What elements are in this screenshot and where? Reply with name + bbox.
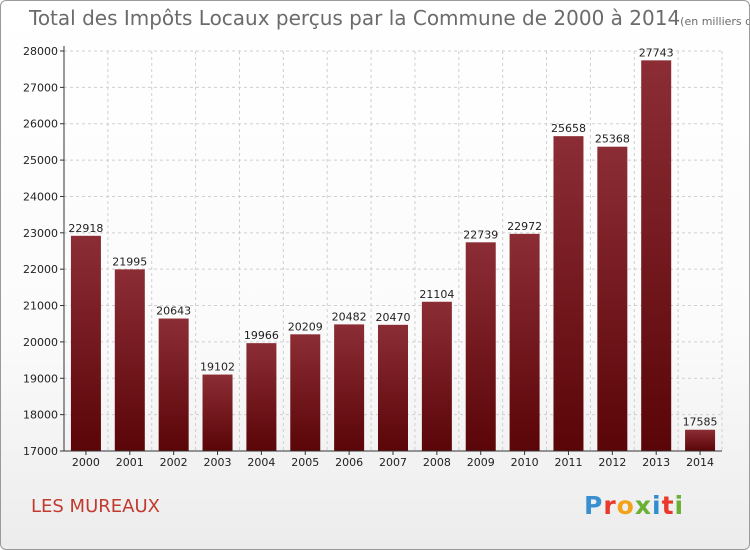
x-tick-label: 2011	[554, 456, 582, 469]
logo-letter: t	[661, 491, 675, 520]
y-tick-label: 28000	[23, 45, 58, 58]
chart-unit: (en milliers d'€)	[680, 15, 749, 28]
x-tick-label: 2009	[467, 456, 495, 469]
x-tick-label: 2003	[204, 456, 232, 469]
axes: 17000 18000 19000 20000 21000 22000 23000 24000…	[23, 45, 722, 469]
logo-letter: o	[616, 491, 635, 520]
bar-value-label: 22918	[68, 222, 103, 235]
bar-value-label: 25658	[551, 122, 586, 135]
bar-value-label: 21104	[419, 288, 454, 301]
y-tick-label: 18000	[23, 409, 58, 422]
y-tick-label: 19000	[23, 372, 58, 385]
x-tick-label: 2012	[598, 456, 626, 469]
bar	[641, 60, 672, 451]
bar	[685, 429, 716, 451]
bar	[202, 374, 233, 451]
x-tick-label: 2004	[247, 456, 275, 469]
bar	[378, 324, 408, 451]
x-tick-label: 2000	[72, 456, 100, 469]
x-tick-label: 2013	[642, 456, 670, 469]
bar-value-label: 27743	[639, 46, 674, 59]
bar-value-label: 20643	[156, 305, 191, 318]
x-tick-label: 2002	[160, 456, 188, 469]
x-tick-label: 2007	[379, 456, 407, 469]
bar	[334, 324, 365, 451]
y-tick-label: 25000	[23, 154, 58, 167]
y-tick-label: 17000	[23, 445, 58, 458]
y-tick-label: 26000	[23, 118, 58, 131]
y-tick-label: 20000	[23, 336, 58, 349]
bar-value-label: 20482	[332, 310, 367, 323]
bar	[465, 242, 496, 451]
bar-value-label: 21995	[112, 255, 147, 268]
bar	[246, 343, 277, 451]
value-labels: 22918 21995 20643 19102 19966 20209 20482 20470…	[68, 46, 717, 428]
y-tick-label: 27000	[23, 81, 58, 94]
x-tick-label: 2005	[291, 456, 319, 469]
bar	[114, 269, 145, 451]
y-tick-label: 24000	[23, 190, 58, 203]
bar	[158, 318, 189, 451]
bar	[70, 235, 101, 451]
y-tick-label: 22000	[23, 263, 58, 276]
bar	[509, 233, 540, 451]
bar-value-label: 20470	[376, 311, 411, 324]
bar-value-label: 20209	[288, 320, 323, 333]
bars	[70, 60, 716, 451]
bar-value-label: 17585	[683, 416, 718, 429]
logo-letter: i	[674, 491, 685, 520]
bar-value-label: 25368	[595, 133, 630, 146]
bar-value-label: 22739	[463, 228, 498, 241]
chart-title-text: Total des Impôts Locaux perçus par la Co…	[29, 6, 681, 30]
chart-title: Total des Impôts Locaux perçus par la Co…	[29, 6, 749, 30]
proxiti-logo[interactable]: Proxiti	[584, 491, 684, 520]
y-tick-label: 21000	[23, 300, 58, 313]
y-tick-label: 23000	[23, 227, 58, 240]
bar	[421, 301, 452, 451]
commune-name: LES MUREAUX	[31, 496, 160, 517]
bar-value-label: 22972	[507, 220, 542, 233]
x-tick-label: 2008	[423, 456, 451, 469]
bar	[597, 146, 628, 451]
logo-letter: x	[634, 491, 652, 520]
logo-letter: P	[584, 491, 604, 520]
x-tick-label: 2014	[686, 456, 714, 469]
bar	[553, 136, 584, 451]
x-tick-label: 2006	[335, 456, 363, 469]
bar-value-label: 19102	[200, 361, 235, 374]
x-tick-label: 2001	[116, 456, 144, 469]
bar	[290, 334, 321, 451]
logo-letter: r	[603, 491, 617, 520]
x-tick-label: 2010	[511, 456, 539, 469]
bar-value-label: 19966	[244, 329, 279, 342]
logo-letter: i	[652, 491, 662, 520]
